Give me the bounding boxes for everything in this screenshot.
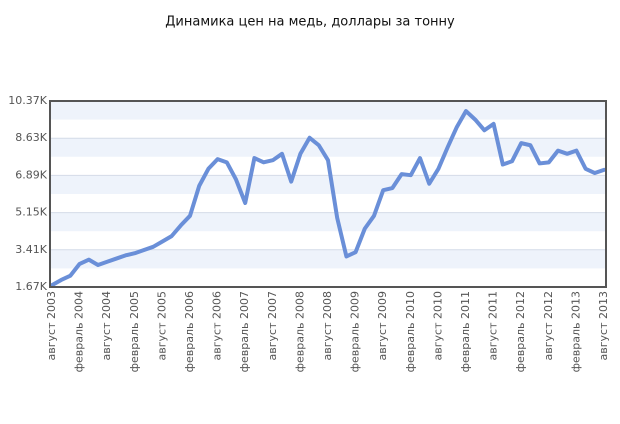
y-tick-label: 6.89K	[15, 168, 47, 181]
x-tick-label: февраль 2008	[293, 291, 306, 372]
plot-band	[50, 138, 606, 157]
x-tick-label: август 2003	[45, 291, 58, 360]
y-tick-label: 8.63K	[15, 131, 47, 144]
x-tick-label: февраль 2006	[183, 291, 196, 372]
x-tick-label: февраль 2005	[128, 291, 141, 372]
x-tick-label: февраль 2009	[349, 291, 362, 372]
x-tick-label: август 2013	[597, 291, 610, 360]
x-tick-label: август 2008	[321, 291, 334, 360]
x-tick-label: август 2006	[211, 291, 224, 360]
x-tick-label: февраль 2013	[569, 291, 582, 372]
x-tick-label: август 2009	[376, 291, 389, 360]
x-tick-label: август 2012	[542, 291, 555, 360]
x-tick-label: февраль 2004	[73, 291, 86, 372]
x-tick-label: август 2005	[155, 291, 168, 360]
x-tick-label: февраль 2011	[459, 291, 472, 372]
y-tick-label: 1.67K	[15, 280, 47, 293]
x-tick-label: август 2007	[266, 291, 279, 360]
plot-band	[50, 175, 606, 194]
y-tick-label: 3.41K	[15, 243, 47, 256]
x-tick-label: август 2004	[100, 291, 113, 360]
x-tick-label: август 2011	[487, 291, 500, 360]
x-tick-label: февраль 2012	[514, 291, 527, 372]
plot-band	[50, 101, 606, 120]
y-tick-label: 10.37K	[8, 94, 47, 107]
y-tick-label: 5.15K	[15, 206, 47, 219]
chart-title: Динамика цен на медь, доллары за тонну	[165, 15, 455, 30]
x-tick-label: февраль 2007	[238, 291, 251, 372]
plot-band	[50, 249, 606, 269]
plot-border	[49, 100, 607, 288]
x-tick-label: февраль 2010	[404, 291, 417, 372]
data-line	[50, 109, 606, 288]
x-tick-label: август 2010	[431, 291, 444, 360]
plot-band	[50, 212, 606, 232]
